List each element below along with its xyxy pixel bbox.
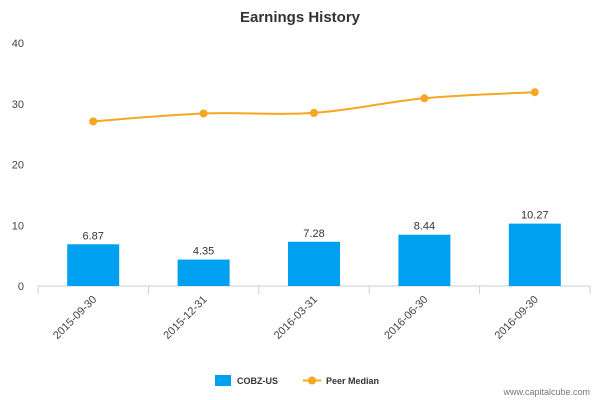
- legend: COBZ-US Peer Median: [215, 375, 379, 386]
- x-tick-label: 2015-12-31: [161, 294, 209, 342]
- bar-data-label: 6.87: [82, 230, 103, 242]
- y-axis: 0 10 20 30 40: [12, 38, 24, 293]
- y-tick-label: 40: [12, 38, 24, 50]
- line-point[interactable]: [310, 108, 318, 117]
- bar-data-label: 7.28: [303, 228, 324, 240]
- line-point[interactable]: [89, 117, 98, 126]
- bar-data-label: 10.27: [521, 210, 549, 222]
- bar-series: 6.87 4.35 7.28 8.44 10.27: [67, 210, 561, 286]
- chart-title: Earnings History: [240, 9, 361, 26]
- bar-data-label: 8.44: [414, 221, 435, 233]
- y-tick-label: 30: [12, 99, 24, 111]
- x-tick-label: 2016-09-30: [493, 294, 541, 342]
- line-series: [89, 88, 539, 126]
- bar[interactable]: [508, 223, 561, 286]
- legend-swatch-bar[interactable]: [215, 375, 231, 386]
- x-axis: 2015-09-30 2015-12-31 2016-03-31 2016-06-30…: [37, 285, 591, 342]
- line-point[interactable]: [199, 109, 208, 118]
- y-tick-label: 10: [12, 220, 24, 232]
- y-tick-label: 20: [12, 160, 24, 172]
- line-point[interactable]: [530, 88, 539, 97]
- bar[interactable]: [398, 234, 451, 286]
- legend-label-bar[interactable]: COBZ-US: [237, 376, 278, 386]
- legend-label-line[interactable]: Peer Median: [326, 376, 379, 386]
- bar[interactable]: [288, 241, 340, 286]
- x-tick-label: 2015-09-30: [51, 294, 99, 342]
- peer-median-line: [93, 91, 535, 123]
- bar[interactable]: [177, 259, 230, 286]
- x-tick-label: 2016-03-31: [272, 294, 320, 342]
- line-point[interactable]: [420, 94, 429, 103]
- bar[interactable]: [67, 244, 120, 286]
- credit-text: www.capitalcube.com: [502, 387, 590, 397]
- y-tick-label: 0: [18, 281, 24, 293]
- x-tick-label: 2016-06-30: [382, 294, 430, 342]
- bar-data-label: 4.35: [193, 246, 214, 258]
- legend-swatch-marker[interactable]: [308, 376, 316, 385]
